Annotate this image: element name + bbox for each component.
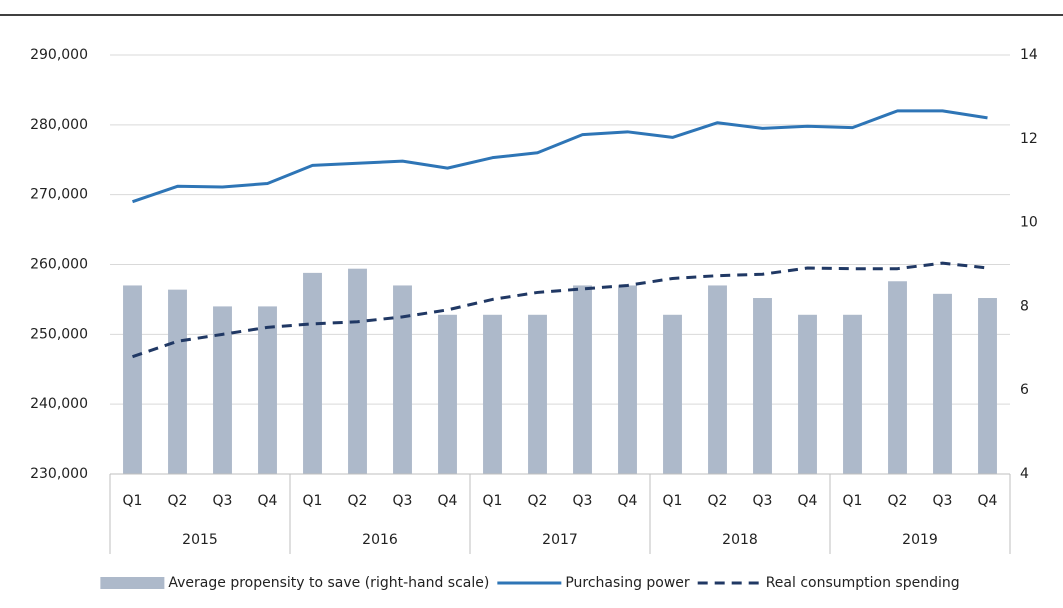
bar	[483, 314, 502, 474]
x-tick-label: Q4	[618, 493, 638, 509]
x-tick-label: Q3	[573, 493, 593, 509]
x-tick-label: Q4	[798, 493, 818, 509]
bar	[393, 285, 412, 474]
group-label: 2017	[542, 532, 578, 548]
bar	[618, 285, 637, 474]
x-tick-label: Q3	[213, 493, 233, 509]
x-tick-label: Q1	[843, 493, 863, 509]
line-series	[132, 261, 988, 359]
bar	[753, 298, 772, 474]
x-tick-label: Q4	[438, 493, 458, 509]
x-tick-label: Q2	[168, 493, 188, 509]
y2-tick-label: 4	[1020, 466, 1029, 482]
x-tick-label: Q2	[528, 493, 548, 509]
bar	[933, 293, 952, 474]
bar	[528, 314, 547, 474]
bar	[798, 314, 817, 474]
y-tick-label: 280,000	[30, 117, 88, 133]
x-tick-label: Q1	[303, 493, 323, 509]
x-tick-label: Q1	[123, 493, 143, 509]
y-tick-label: 230,000	[30, 466, 88, 482]
bar	[978, 298, 997, 474]
bar	[888, 281, 907, 474]
x-tick-label: Q2	[348, 493, 368, 509]
y2-tick-label: 6	[1020, 382, 1029, 398]
x-tick-label: Q4	[978, 493, 998, 509]
x-tick-label: Q1	[483, 493, 503, 509]
group-label: 2019	[902, 532, 938, 548]
bar	[213, 306, 232, 474]
bar	[663, 314, 682, 474]
y2-tick-label: 12	[1020, 131, 1038, 147]
line-series	[132, 109, 988, 204]
y-tick-label: 240,000	[30, 396, 88, 412]
legend-label: Average propensity to save (right-hand s…	[168, 575, 489, 591]
x-tick-label: Q2	[708, 493, 728, 509]
bar	[438, 314, 457, 474]
bar	[573, 285, 592, 474]
x-tick-label: Q3	[393, 493, 413, 509]
y2-tick-label: 8	[1020, 298, 1029, 314]
legend-label: Real consumption spending	[766, 575, 960, 591]
bar	[303, 272, 322, 474]
y-tick-label: 260,000	[30, 257, 88, 273]
bar	[843, 314, 862, 474]
legend-swatch	[100, 577, 165, 589]
bar	[123, 285, 142, 474]
y2-tick-label: 14	[1020, 47, 1038, 63]
x-tick-label: Q3	[933, 493, 953, 509]
y-tick-label: 270,000	[30, 187, 88, 203]
x-tick-label: Q2	[888, 493, 908, 509]
group-label: 2016	[362, 532, 398, 548]
bar	[348, 268, 367, 474]
x-tick-label: Q3	[753, 493, 773, 509]
group-label: 2015	[182, 532, 218, 548]
bar	[708, 285, 727, 474]
x-tick-label: Q1	[663, 493, 683, 509]
x-tick-label: Q4	[258, 493, 278, 509]
bar	[258, 306, 277, 474]
y2-tick-label: 10	[1020, 215, 1038, 231]
bar	[168, 289, 187, 474]
y-tick-label: 290,000	[30, 47, 88, 63]
legend-label: Purchasing power	[565, 575, 690, 591]
group-label: 2018	[722, 532, 758, 548]
y-tick-label: 250,000	[30, 326, 88, 342]
